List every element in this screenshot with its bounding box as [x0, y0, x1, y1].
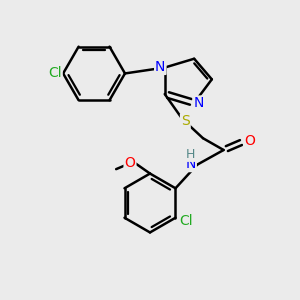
Text: H: H: [186, 148, 195, 161]
Text: N: N: [185, 157, 196, 171]
Text: Cl: Cl: [48, 66, 62, 80]
Text: N: N: [194, 97, 204, 110]
Text: Cl: Cl: [179, 214, 193, 228]
Text: O: O: [124, 156, 135, 170]
Text: S: S: [181, 114, 190, 128]
Text: O: O: [244, 134, 255, 148]
Text: N: N: [155, 60, 166, 74]
